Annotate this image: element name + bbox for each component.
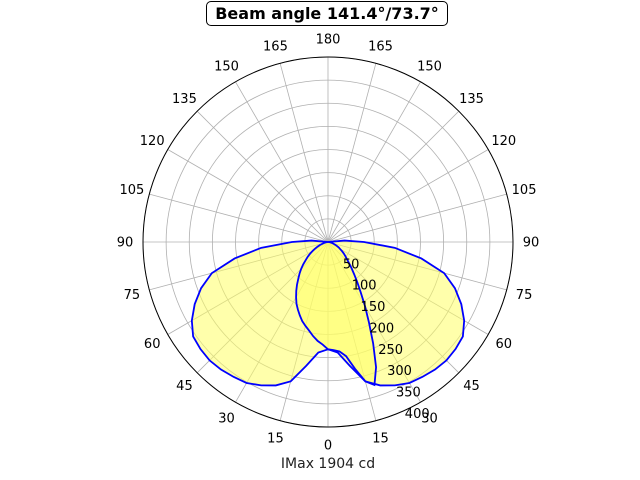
radial-tick-label: 400 bbox=[405, 407, 430, 422]
curve-narrow-right bbox=[327, 241, 377, 387]
angular-gridline bbox=[167, 149, 329, 243]
angular-gridline bbox=[327, 110, 460, 243]
radial-tick-label: 350 bbox=[396, 386, 421, 401]
angle-tick-label: 15 bbox=[372, 432, 389, 447]
chart-title: Beam angle 141.4°/73.7° bbox=[206, 1, 448, 26]
angle-tick-label: 150 bbox=[417, 60, 442, 75]
angle-tick-label: 105 bbox=[512, 183, 537, 198]
angle-tick-label: 90 bbox=[117, 236, 134, 251]
polar-spine bbox=[142, 56, 514, 428]
angle-tick-label: 60 bbox=[144, 337, 161, 352]
angle-tick-label: 0 bbox=[324, 439, 332, 454]
angular-gridline bbox=[327, 193, 507, 243]
angle-tick-label: 90 bbox=[523, 236, 540, 251]
radial-tick-label: 300 bbox=[387, 364, 412, 379]
angular-gridline bbox=[196, 110, 329, 243]
angle-tick-label: 30 bbox=[421, 411, 438, 426]
angle-tick-label: 165 bbox=[263, 39, 288, 54]
x-axis-label: IMax 1904 cd bbox=[280, 456, 376, 472]
angle-tick-label: 120 bbox=[491, 134, 516, 149]
radial-tick-label: 200 bbox=[369, 321, 394, 336]
angle-tick-label: 165 bbox=[368, 39, 393, 54]
angle-tick-label: 150 bbox=[214, 60, 239, 75]
curve-wide-left bbox=[190, 239, 329, 387]
angular-gridline bbox=[149, 193, 329, 243]
angle-tick-label: 135 bbox=[459, 92, 484, 107]
angular-gridline bbox=[235, 81, 329, 243]
angle-tick-label: 135 bbox=[172, 92, 197, 107]
angle-tick-label: 75 bbox=[124, 288, 141, 303]
radial-tick-label: 50 bbox=[343, 257, 360, 272]
angle-tick-label: 60 bbox=[496, 337, 513, 352]
angular-gridline bbox=[327, 63, 377, 243]
angle-tick-label: 30 bbox=[218, 411, 235, 426]
angle-tick-label: 120 bbox=[140, 134, 165, 149]
angle-tick-label: 45 bbox=[176, 379, 193, 394]
angle-tick-label: 75 bbox=[516, 288, 533, 303]
angular-gridline bbox=[279, 63, 329, 243]
radial-tick-label: 150 bbox=[361, 300, 386, 315]
angle-tick-label: 105 bbox=[120, 183, 145, 198]
angle-tick-label: 45 bbox=[463, 379, 480, 394]
curve-narrow-left bbox=[295, 241, 329, 350]
angle-tick-label: 15 bbox=[267, 432, 284, 447]
angular-gridline bbox=[327, 81, 421, 243]
radial-tick-label: 100 bbox=[352, 279, 377, 294]
angle-tick-label: 180 bbox=[316, 33, 341, 48]
radial-tick-label: 250 bbox=[378, 343, 403, 358]
angular-gridline bbox=[327, 149, 489, 243]
narrow-lobe-fill bbox=[296, 242, 377, 385]
